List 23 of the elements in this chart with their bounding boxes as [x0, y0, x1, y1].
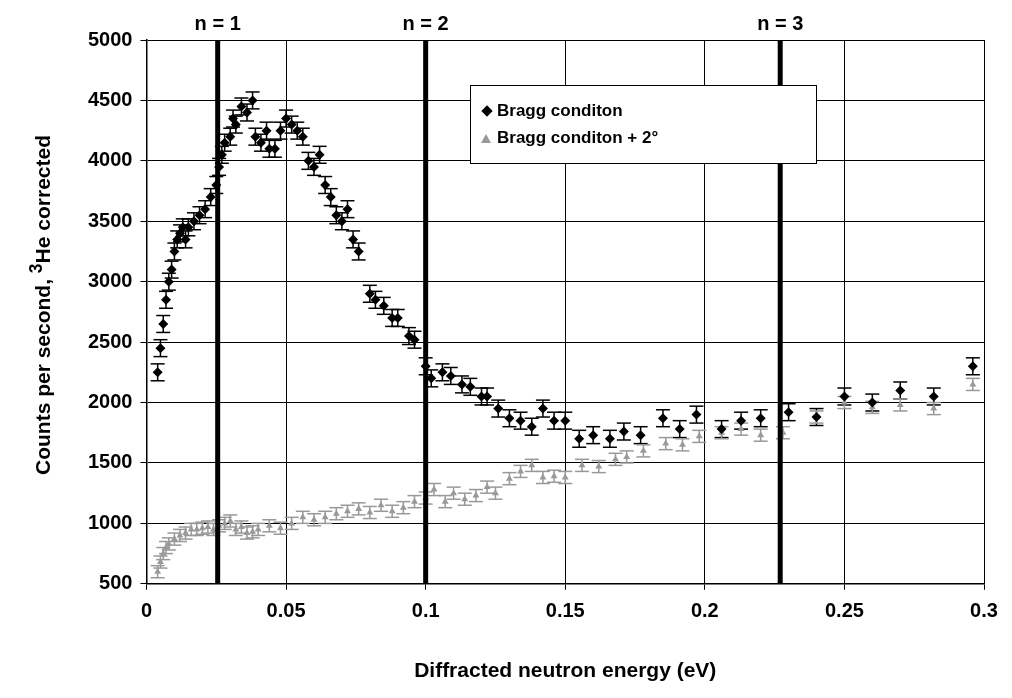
- y-tick-label: 1500: [87, 450, 133, 473]
- legend-label: Bragg conditon: [497, 101, 623, 121]
- y-tick-label: 4500: [87, 87, 133, 110]
- y-tick-label: 4000: [87, 148, 133, 171]
- y-tick-label: 500: [99, 571, 133, 594]
- annotation: n = 3: [757, 11, 804, 34]
- annotation: n = 1: [194, 11, 241, 34]
- y-tick-label: 3000: [87, 269, 133, 292]
- annotation: n = 2: [402, 11, 449, 34]
- x-tick-label: 0.15: [545, 599, 585, 622]
- x-tick-label: 0.2: [690, 599, 719, 622]
- y-tick-label: 1000: [87, 510, 133, 533]
- x-tick-label: 0: [140, 599, 153, 622]
- y-tick-label: 2500: [87, 329, 133, 352]
- x-tick-label: 0.1: [411, 599, 440, 622]
- y-tick-label: 3500: [87, 208, 133, 231]
- x-tick-label: 0.3: [970, 599, 998, 622]
- legend-label: Bragg conditon + 2°: [497, 128, 659, 148]
- x-axis-title: Diffracted neutron energy (eV): [414, 658, 717, 682]
- y-tick-label: 2000: [87, 390, 133, 413]
- y-tick-label: 5000: [87, 27, 133, 50]
- x-tick-label: 0.25: [824, 599, 864, 622]
- x-tick-label: 0.05: [266, 599, 306, 622]
